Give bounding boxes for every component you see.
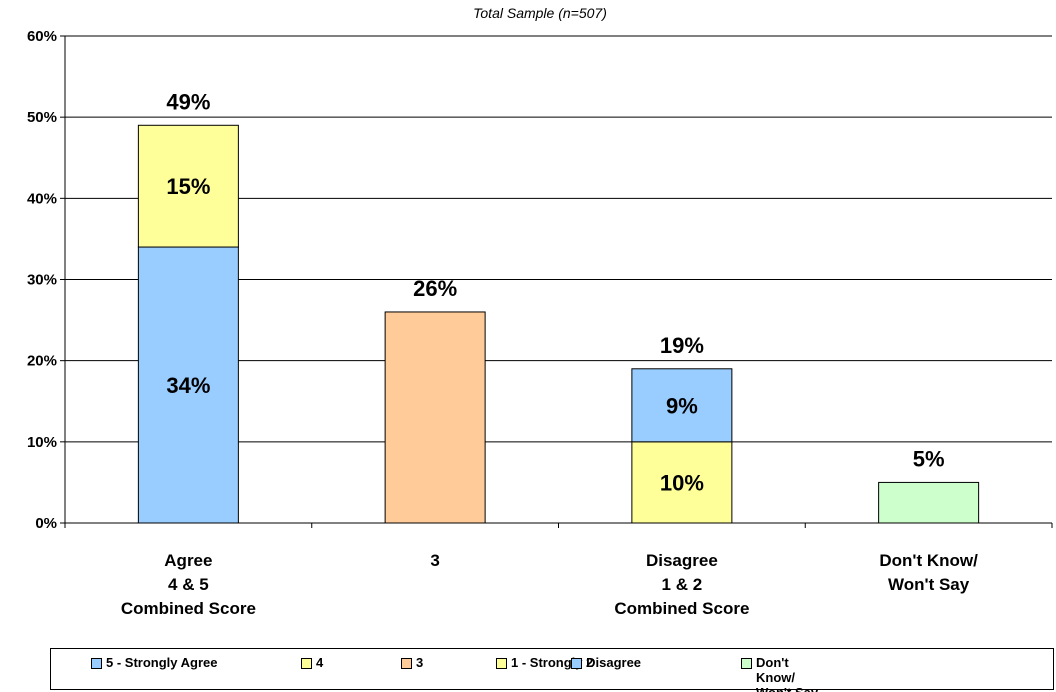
bar-segment — [631, 441, 733, 524]
x-tick-label: 3 — [430, 551, 439, 570]
chart: Total Sample (n=507) 0% 10% 20% 30% 40% 50% 60… — [27, 5, 1053, 618]
total-label: 49% — [166, 89, 210, 114]
x-tick-label: Agree — [164, 551, 212, 570]
y-tick-label: 30% — [27, 272, 57, 289]
x-tick-label: Combined Score — [121, 599, 256, 618]
x-tick-label: Don't Know/ — [879, 551, 978, 570]
total-label: 5% — [913, 446, 945, 471]
legend-swatch — [496, 658, 507, 669]
legend-swatch — [741, 658, 752, 669]
bar-segment — [137, 124, 239, 248]
data-label: 9% — [666, 393, 698, 418]
x-tick-label: 1 & 2 — [662, 575, 703, 594]
x-tick-label: 4 & 5 — [168, 575, 209, 594]
legend-item: 3 — [401, 655, 423, 670]
bar-segment — [137, 246, 239, 524]
legend-item: Don't Know/ Won't Say — [741, 655, 831, 692]
total-label: 26% — [413, 276, 457, 301]
data-label: 15% — [166, 174, 210, 199]
legend-item: 4 — [301, 655, 323, 670]
y-tick-label: 60% — [27, 28, 57, 45]
legend-item: 5 - Strongly Agree — [91, 655, 217, 670]
x-tick-label: Combined Score — [614, 599, 749, 618]
legend-swatch — [301, 658, 312, 669]
legend-label: 5 - Strongly Agree — [106, 655, 218, 670]
data-label: 34% — [166, 373, 210, 398]
legend-label: Don't Know/ Won't Say — [756, 655, 818, 692]
y-tick-label: 20% — [27, 353, 57, 370]
x-tick-label: Won't Say — [888, 575, 970, 594]
legend-item: 1 - Strongly Disagree — [496, 655, 641, 670]
x-tick-label: Disagree — [646, 551, 718, 570]
legend-label: 2 — [586, 655, 594, 670]
y-tick-label: 0% — [35, 515, 57, 532]
data-label: 10% — [660, 470, 704, 495]
legend-swatch — [401, 658, 412, 669]
chart-title: Total Sample (n=507) — [473, 5, 607, 21]
legend-swatch — [571, 658, 582, 669]
legend-item: 2 — [571, 655, 593, 670]
total-label: 19% — [660, 333, 704, 358]
y-tick-label: 50% — [27, 109, 57, 126]
legend: 5 - Strongly Agree 4 3 1 - Strongly Disagre… — [50, 648, 1054, 692]
legend-label: 4 — [316, 655, 324, 670]
y-tick-label: 40% — [27, 190, 57, 207]
y-tick-label: 10% — [27, 434, 57, 451]
legend-swatch — [91, 658, 102, 669]
bar-segment — [384, 311, 486, 524]
bar-segment — [631, 368, 733, 443]
bar-segment — [878, 481, 980, 524]
legend-label: 3 — [416, 655, 424, 670]
